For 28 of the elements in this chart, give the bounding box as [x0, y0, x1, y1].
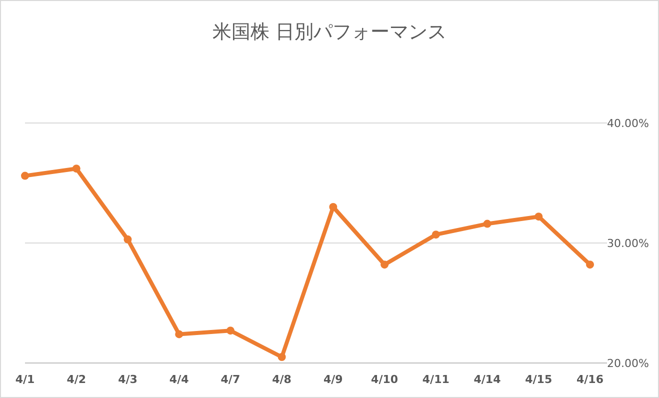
x-tick-label: 4/15 — [525, 373, 552, 386]
x-tick-label: 4/14 — [474, 373, 502, 386]
y-tick-label: 30.00% — [607, 237, 649, 250]
point — [278, 353, 286, 361]
x-tick-label: 4/2 — [66, 373, 86, 386]
point — [72, 164, 80, 173]
y-tick-label: 20.00% — [607, 357, 649, 370]
x-tick-label: 4/8 — [272, 373, 292, 386]
point — [175, 330, 184, 338]
chart-title: 米国株 日別パフォーマンス — [212, 21, 447, 43]
x-tick-label: 4/9 — [324, 373, 343, 386]
x-tick-label: 4/11 — [422, 373, 450, 386]
point — [226, 326, 234, 335]
x-tick-label: 4/10 — [371, 373, 398, 386]
point — [380, 260, 389, 269]
point — [483, 220, 492, 228]
x-tick-label: 4/16 — [576, 373, 604, 386]
point — [432, 230, 440, 239]
point — [329, 203, 338, 211]
x-tick-label: 4/4 — [169, 373, 190, 386]
point — [124, 235, 132, 244]
point — [21, 172, 29, 180]
y-tick-label: 40.00% — [607, 117, 649, 130]
x-tick-label: 4/3 — [118, 373, 138, 386]
point — [586, 260, 594, 269]
x-tick-label: 4/7 — [220, 373, 240, 386]
x-tick-label: 4/1 — [15, 373, 35, 386]
point — [534, 212, 543, 221]
